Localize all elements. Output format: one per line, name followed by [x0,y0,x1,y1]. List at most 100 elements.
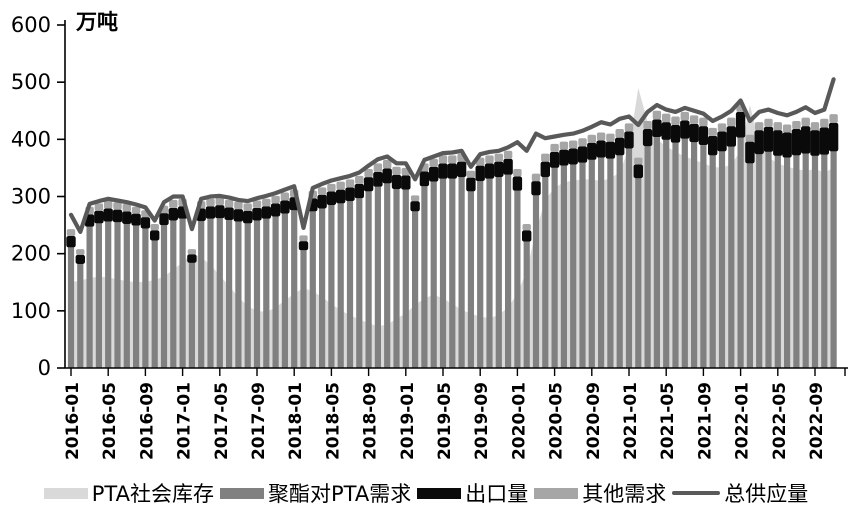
bar-other-demand [392,166,401,175]
bar-other-demand [569,140,578,149]
x-tick-label: 2018-09 [361,382,381,460]
bar-export-volume [410,201,420,212]
x-tick-label: 2021-05 [658,382,678,460]
bar-other-demand [76,249,85,255]
legend-item-pta-inventory: PTA社会库存 [43,478,214,508]
bar-polyester-demand [746,163,753,368]
bar-export-volume [717,131,727,152]
bar-polyester-demand [486,178,493,368]
bar-export-volume [652,119,662,138]
bar-other-demand [541,153,550,162]
bar-export-volume [522,230,532,242]
y-tick-label: 300 [11,185,51,209]
bar-other-demand [587,134,596,143]
bar-other-demand [299,235,308,242]
x-tick-label: 2020-05 [547,382,567,460]
bar-export-volume [540,161,550,178]
bar-polyester-demand [384,183,391,368]
bar-export-volume [819,127,829,155]
x-tick-label: 2021-01 [621,382,641,460]
bar-polyester-demand [728,146,735,368]
bar-export-volume [233,209,244,222]
bar-polyester-demand [300,250,307,368]
bar-other-demand [624,123,634,132]
bar-polyester-demand [793,155,800,368]
bar-other-demand [708,127,717,136]
legend-swatch-pta-inventory [43,487,88,499]
bar-export-volume [791,129,802,156]
bar-export-volume [615,137,625,156]
x-tick-label: 2016-01 [63,382,83,460]
bar-polyester-demand [235,221,242,368]
bar-export-volume [466,177,476,192]
bar-polyester-demand [356,198,363,368]
bar-polyester-demand [607,158,614,368]
bar-export-volume [243,210,253,224]
bar-polyester-demand [718,151,726,368]
bar-other-demand [410,195,420,202]
bar-polyester-demand [160,225,168,368]
bar-polyester-demand [784,157,791,368]
bar-polyester-demand [672,142,679,368]
bar-polyester-demand [412,211,419,368]
bar-other-demand [224,199,234,208]
bar-polyester-demand [281,213,288,368]
bar-export-volume [317,194,327,209]
bar-export-volume [763,126,774,152]
bar-export-volume [187,254,197,263]
bar-polyester-demand [77,263,84,368]
bar-export-volume [447,163,457,179]
bar-other-demand [513,169,522,177]
bar-export-volume [726,126,736,147]
x-tick-label: 2017-09 [249,382,269,460]
bar-export-volume [642,129,653,147]
chart-legend: PTA社会库存 聚酯对PTA需求 出口量 其他需求 总供应量 [0,478,852,508]
y-tick-label: 600 [11,13,51,37]
bar-export-volume [484,163,495,179]
bar-export-volume [103,208,113,222]
bar-export-volume [66,235,76,248]
legend-label-total-supply: 总供应量 [724,482,809,506]
x-tick-label: 2019-09 [472,382,492,460]
bar-export-volume [298,241,309,251]
bar-other-demand [596,132,606,141]
bar-polyester-demand [198,221,205,368]
bar-export-volume [708,135,718,156]
bar-export-volume [512,176,523,191]
legend-label-pta-inventory: PTA社会库存 [91,482,214,506]
bar-polyester-demand [477,181,484,368]
bar-polyester-demand [765,151,772,368]
bar-other-demand [364,169,373,178]
series-area-pta-inventory [71,87,834,368]
legend-swatch-export-volume [417,487,462,499]
bar-export-volume [456,161,467,178]
bar-polyester-demand [291,210,298,368]
bar-export-volume [503,158,513,175]
bar-polyester-demand [663,139,670,368]
bar-export-volume [661,122,671,140]
bar-polyester-demand [830,151,837,368]
bar-export-volume [122,211,132,224]
bar-other-demand [94,203,104,211]
bar-other-demand [782,124,792,133]
bar-polyester-demand [625,148,633,368]
bar-export-volume [391,174,402,190]
bar-polyester-demand [133,225,140,368]
bar-polyester-demand [700,145,707,368]
bar-export-volume [373,171,383,187]
bar-export-volume [419,171,430,187]
legend-swatch-other-demand [534,487,579,499]
legend-label-polyester-demand: 聚酯对PTA需求 [268,482,412,506]
bar-polyester-demand [67,247,75,368]
bar-export-volume [633,164,643,179]
bar-other-demand [169,199,178,208]
bar-other-demand [810,122,820,131]
bar-polyester-demand [774,155,781,368]
bar-other-demand [680,111,689,121]
bar-other-demand [373,163,383,172]
bar-other-demand [606,133,615,142]
bar-export-volume [94,210,104,224]
bar-polyester-demand [560,165,567,368]
bar-other-demand [503,150,513,159]
bar-polyester-demand [542,177,549,368]
